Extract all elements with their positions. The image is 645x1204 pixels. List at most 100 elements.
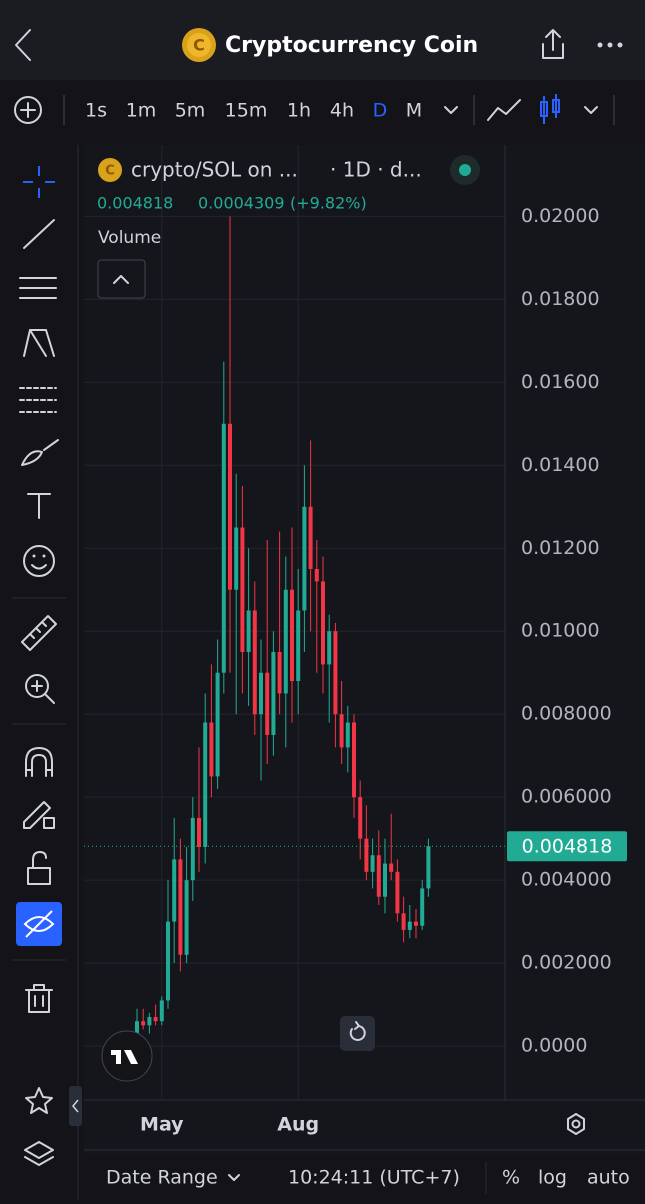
page-title: Cryptocurrency Coin	[225, 33, 478, 58]
candle-body	[321, 581, 325, 665]
percent-toggle[interactable]: %	[502, 1167, 520, 1189]
y-tick-label: 0.01800	[521, 288, 600, 310]
candle-body	[345, 722, 350, 748]
trendline-tool[interactable]	[23, 219, 55, 249]
candle-body	[296, 610, 301, 682]
back-button[interactable]	[15, 29, 31, 61]
candle-body	[420, 888, 425, 926]
line-chart-button[interactable]	[487, 99, 521, 121]
x-tick-label: Aug	[277, 1114, 319, 1136]
lock-drawings-tool[interactable]	[23, 801, 55, 829]
candle-body	[302, 506, 307, 611]
timeframe-option[interactable]: 1h	[287, 100, 311, 122]
candle-body	[246, 610, 251, 652]
projection-tool[interactable]	[19, 387, 57, 413]
timeframe-dropdown[interactable]	[444, 106, 458, 114]
y-tick-label: 0.01200	[521, 537, 600, 559]
candle-body	[159, 1000, 164, 1022]
text-tool[interactable]	[27, 493, 51, 519]
pattern-tool[interactable]	[23, 329, 55, 357]
last-price: 0.004818	[97, 194, 173, 213]
delete-tool[interactable]	[25, 984, 53, 1013]
timeframe-option[interactable]: 1s	[85, 100, 107, 122]
timeframe-option[interactable]: D	[373, 100, 388, 122]
candle-body	[184, 880, 189, 955]
timeframe-option[interactable]: 1m	[126, 100, 157, 122]
candle-body	[203, 722, 208, 847]
axes: 0.02000 0.01800 0.01600 0.01400 0.01200 0.010…	[84, 205, 627, 1136]
auto-toggle[interactable]: auto	[587, 1167, 630, 1189]
candle-body	[277, 651, 282, 694]
brush-tool[interactable]	[21, 439, 59, 466]
collapse-indicators[interactable]	[97, 259, 146, 299]
magnet-tool[interactable]	[25, 747, 53, 777]
last-price-tag	[507, 831, 627, 862]
date-range-button[interactable]: Date Range	[106, 1167, 218, 1189]
crosshair-tool[interactable]	[23, 166, 55, 198]
timeframe-option[interactable]: 15m	[225, 100, 268, 122]
candle-body	[376, 855, 381, 897]
candle-body	[147, 1017, 152, 1026]
candle-body	[252, 610, 257, 715]
tradingview-logo	[101, 1030, 153, 1082]
top-bar	[0, 0, 645, 80]
unlock-tool[interactable]	[27, 851, 51, 885]
candle-body	[389, 863, 394, 872]
more-button[interactable]	[597, 42, 623, 48]
candle-body	[407, 921, 412, 930]
candle-body	[364, 838, 369, 872]
y-tick-label: 0.002000	[521, 952, 612, 974]
candle-body	[172, 859, 177, 922]
timezone-clock[interactable]: 10:24:11 (UTC+7)	[288, 1167, 460, 1189]
candle-body	[339, 714, 344, 748]
symbol-interval: · 1D · d...	[330, 158, 422, 182]
candle-body	[352, 722, 356, 798]
candle-body	[153, 1017, 158, 1022]
candle-body	[426, 846, 431, 889]
chart-settings[interactable]	[567, 1113, 585, 1135]
layers-tool[interactable]	[24, 1141, 54, 1166]
candle-body	[414, 921, 418, 926]
last-price-label: 0.004818	[522, 836, 613, 858]
candle-body	[197, 817, 201, 847]
collapse-toolbar[interactable]	[69, 1086, 82, 1126]
favorites-tool[interactable]	[25, 1087, 53, 1114]
symbol-logo: C	[98, 158, 122, 182]
timeframe-bar	[0, 80, 645, 140]
candle-body	[401, 913, 406, 930]
candle-body	[259, 672, 263, 715]
zoom-tool[interactable]	[25, 674, 55, 704]
fib-tool[interactable]	[19, 277, 57, 299]
candle-body	[190, 817, 195, 881]
timeframe-option[interactable]: 4h	[330, 100, 354, 122]
timeframe-option[interactable]: 5m	[175, 100, 206, 122]
share-button[interactable]	[542, 29, 564, 59]
chart-type-dropdown[interactable]	[584, 106, 598, 114]
timeframe-option[interactable]: M	[406, 100, 422, 122]
candle-body	[221, 423, 226, 673]
symbol-name: crypto/SOL on ...	[131, 158, 298, 182]
candle-chart-button[interactable]	[540, 94, 560, 124]
svg-text:C: C	[105, 164, 115, 179]
indicator-label: Volume	[98, 228, 161, 248]
log-toggle[interactable]: log	[538, 1167, 567, 1189]
candle-body	[228, 423, 232, 590]
emoji-tool[interactable]	[23, 545, 55, 577]
add-button[interactable]	[14, 96, 42, 124]
candles	[135, 216, 431, 1038]
candle-body	[209, 722, 214, 777]
y-tick-label: 0.01600	[521, 371, 600, 393]
candle-body	[308, 506, 313, 569]
coin-icon: C	[182, 28, 216, 62]
ruler-tool[interactable]	[21, 615, 57, 651]
candle-body	[271, 651, 276, 735]
candle-body	[265, 672, 270, 735]
price-change: 0.0004309	[198, 194, 285, 213]
y-tick-label: 0.008000	[521, 703, 612, 725]
candle-body	[234, 527, 239, 590]
reset-view-button[interactable]	[340, 1016, 375, 1051]
y-tick-label: 0.02000	[521, 205, 600, 227]
y-tick-label: 0.004000	[521, 869, 612, 891]
candle-body	[178, 859, 183, 955]
timeframe-list: 1s 1m 5m 15m 1h 4h D M	[85, 100, 422, 122]
